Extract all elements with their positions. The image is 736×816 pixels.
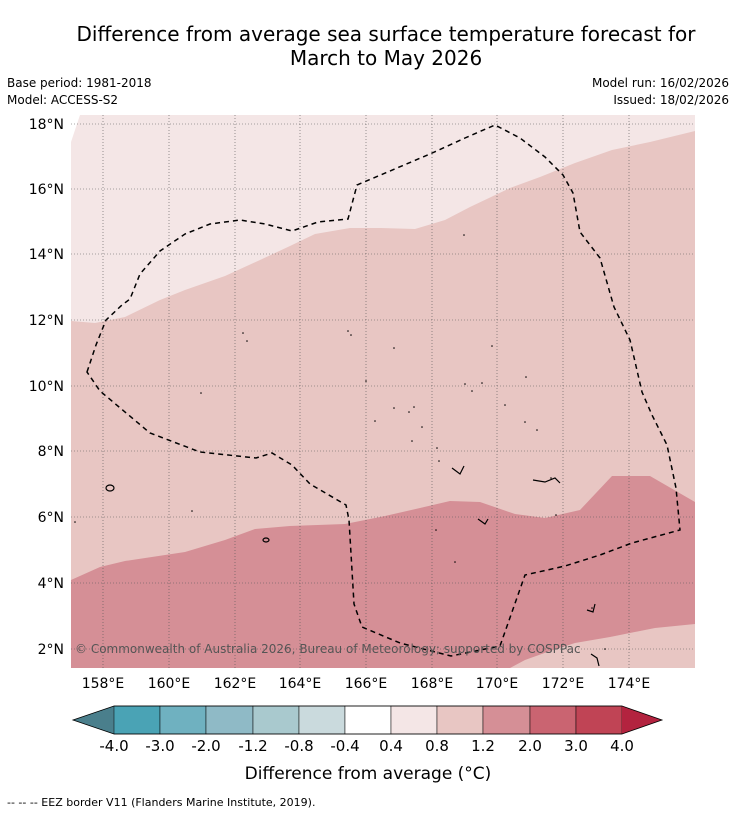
base-period: Base period: 1981-2018 <box>7 76 152 90</box>
eez-legend: -- -- -- EEZ border V11 (Flanders Marine… <box>7 796 316 809</box>
longitude-label: 158°E <box>82 676 125 692</box>
colorbar: -4.0 -3.0 -2.0 -1.2 -0.8 -0.4 0.4 0.8 1.2 2.0 3.0 4… <box>71 705 664 755</box>
longitude-label: 166°E <box>345 676 388 692</box>
colorbar-tick-label: -2.0 <box>191 737 220 755</box>
title-line-2: March to May 2026 <box>289 46 483 70</box>
colorbar-segment <box>390 705 438 735</box>
colorbar-segment <box>482 705 531 735</box>
latitude-label: 18°N <box>29 117 64 133</box>
longitude-label: 164°E <box>279 676 322 692</box>
colorbar-outline <box>71 705 664 735</box>
colorbar-tick-label: -1.2 <box>238 737 267 755</box>
title-line-1: Difference from average sea surface temp… <box>76 22 696 46</box>
colorbar-tick-label: 3.0 <box>564 737 588 755</box>
colorbar-tick-label: 1.2 <box>471 737 495 755</box>
latitude-label: 12°N <box>29 313 64 329</box>
issued-date: Issued: 18/02/2026 <box>613 93 729 107</box>
latitude-label: 10°N <box>29 379 64 395</box>
colorbar-segment <box>298 705 346 735</box>
colorbar-segment <box>159 705 207 735</box>
colorbar-tick-label: -3.0 <box>145 737 174 755</box>
graticule <box>71 115 695 668</box>
colorbar-extend-high <box>622 706 662 734</box>
anomaly-band-white-corner <box>71 115 80 142</box>
longitude-label: 168°E <box>411 676 454 692</box>
islands <box>105 465 600 667</box>
model-run: Model run: 16/02/2026 <box>591 76 729 90</box>
info-left: Base period: 1981-2018 Model: ACCESS-S2 <box>7 75 152 109</box>
latitude-label: 6°N <box>38 510 64 526</box>
colorbar-segment <box>436 705 484 735</box>
colorbar-segment <box>344 705 392 735</box>
latitude-labels: 18°N 16°N 14°N 12°N 10°N 8°N 6°N 4°N 2°N <box>29 117 64 658</box>
colorbar-segment <box>252 705 300 735</box>
copyright-text: © Commonwealth of Australia 2026, Bureau… <box>75 642 581 656</box>
colorbar-tick-label: 0.4 <box>379 737 403 755</box>
map-area <box>71 115 695 668</box>
longitude-label: 174°E <box>608 676 651 692</box>
colorbar-tick-label: -0.4 <box>330 737 359 755</box>
latitude-label: 2°N <box>38 642 64 658</box>
chart-title: Difference from average sea surface temp… <box>0 22 736 70</box>
eez-border <box>86 124 681 657</box>
colorbar-segment <box>529 705 577 735</box>
longitude-label: 162°E <box>214 676 257 692</box>
colorbar-tick-label: 4.0 <box>610 737 634 755</box>
longitude-labels: 158°E 160°E 162°E 164°E 166°E 168°E 170°E 172°E… <box>82 676 651 692</box>
colorbar-tick-label: 2.0 <box>518 737 542 755</box>
latitude-label: 8°N <box>38 444 64 460</box>
longitude-label: 170°E <box>476 676 519 692</box>
anomaly-band-1.2-2.0 <box>71 476 695 668</box>
colorbar-title: Difference from average (°C) <box>244 764 492 784</box>
info-right: Model run: 16/02/2026 Issued: 18/02/2026 <box>592 75 729 109</box>
latitude-label: 16°N <box>29 182 64 198</box>
colorbar-segment <box>575 705 623 735</box>
latitude-label: 4°N <box>38 576 64 592</box>
longitude-label: 172°E <box>542 676 585 692</box>
longitude-label: 160°E <box>148 676 191 692</box>
latitude-label: 14°N <box>29 247 64 263</box>
colorbar-segment <box>113 705 161 735</box>
colorbar-tick-label: 0.8 <box>425 737 449 755</box>
colorbar-tick-label: -0.8 <box>284 737 313 755</box>
atoll-dots <box>74 234 606 650</box>
colorbar-extend-low <box>73 706 114 734</box>
model-name: Model: ACCESS-S2 <box>7 93 119 107</box>
colorbar-tick-label: -4.0 <box>99 737 128 755</box>
colorbar-segment <box>205 705 254 735</box>
